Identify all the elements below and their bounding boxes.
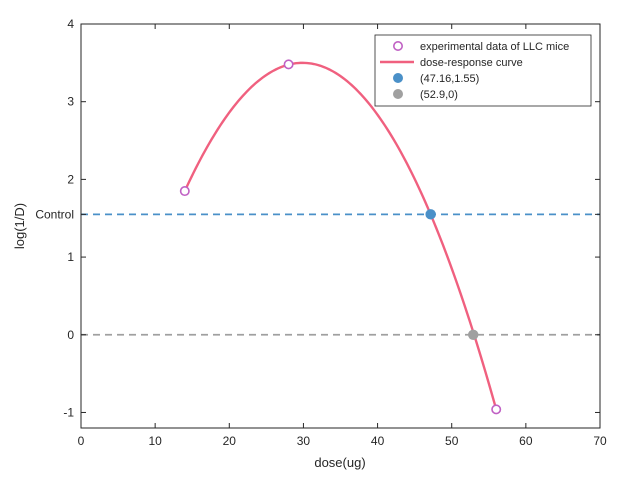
x-tick-label-40: 40 xyxy=(371,434,385,448)
data-points xyxy=(179,59,502,415)
x-axis-title: dose(ug) xyxy=(314,455,365,470)
y-tick-label-0: -1 xyxy=(63,405,74,419)
x-tick-label-10: 10 xyxy=(148,434,162,448)
marker-point-0 xyxy=(425,209,436,220)
legend-gray-label: (52.9,0) xyxy=(420,89,458,101)
y-tick-label-3: 2 xyxy=(67,172,74,186)
x-tick-label-50: 50 xyxy=(445,434,459,448)
y-axis-title: log(1/D) xyxy=(12,203,27,249)
legend: experimental data of LLC mice dose-respo… xyxy=(374,34,592,107)
y-tick-label-4: 3 xyxy=(67,95,74,109)
y-axis-ticks: -1 0 1 2 3 4 Control xyxy=(35,17,600,419)
y-tick-label-2: 1 xyxy=(67,250,74,264)
dose-response-curve xyxy=(183,61,498,410)
plot-area-frame xyxy=(80,23,601,429)
x-tick-label-60: 60 xyxy=(519,434,533,448)
y-tick-label-6: Control xyxy=(35,207,74,221)
x-tick-label-70: 70 xyxy=(593,434,607,448)
legend-blue-label: (47.16,1.55) xyxy=(420,73,479,85)
reference-lines xyxy=(81,213,600,336)
legend-gray-marker xyxy=(393,89,403,99)
x-tick-label-20: 20 xyxy=(223,434,237,448)
y-tick-label-5: 4 xyxy=(67,17,74,31)
x-tick-label-30: 30 xyxy=(297,434,311,448)
legend-curve-label: dose-response curve xyxy=(420,57,523,69)
x-axis-ticks: 0 10 20 30 40 50 60 70 xyxy=(78,24,607,448)
experimental-point-1 xyxy=(283,59,294,70)
x-tick-label-0: 0 xyxy=(78,434,85,448)
legend-experimental-marker xyxy=(392,40,403,51)
legend-blue-marker xyxy=(393,73,403,83)
experimental-point-0 xyxy=(179,186,190,197)
marker-point-1 xyxy=(468,329,479,340)
dose-response-curve-line xyxy=(183,61,498,410)
y-tick-label-1: 0 xyxy=(67,328,74,342)
legend-experimental-label: experimental data of LLC mice xyxy=(420,41,569,53)
experimental-point-2 xyxy=(491,404,502,415)
legend-box xyxy=(374,34,592,107)
